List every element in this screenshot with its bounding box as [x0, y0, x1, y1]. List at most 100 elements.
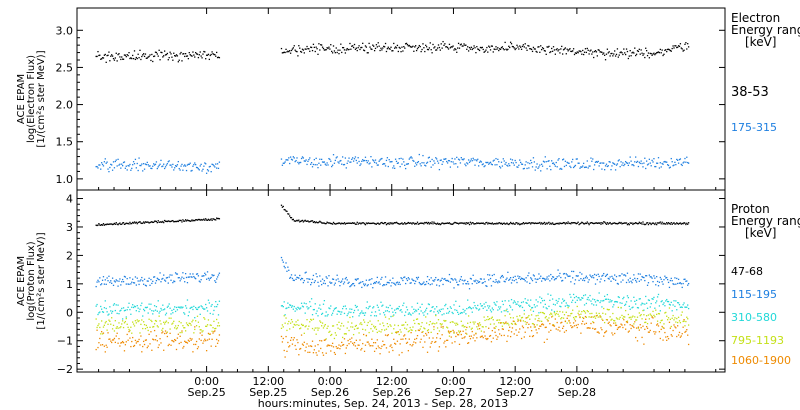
data-point — [528, 323, 530, 325]
data-point — [419, 341, 421, 343]
data-point — [531, 166, 534, 168]
data-point — [385, 50, 388, 53]
data-point — [467, 222, 470, 224]
data-point — [606, 222, 609, 224]
data-point — [119, 278, 121, 280]
data-point — [95, 285, 97, 288]
data-point — [667, 222, 670, 224]
data-point — [560, 322, 562, 324]
data-point — [543, 49, 546, 52]
data-point — [502, 322, 504, 324]
data-point — [393, 338, 395, 340]
data-point — [622, 326, 624, 329]
data-point — [458, 280, 461, 282]
data-point — [520, 337, 523, 340]
data-point — [164, 314, 167, 316]
data-point — [635, 303, 637, 305]
data-point — [121, 223, 123, 225]
data-point — [195, 343, 197, 346]
data-point — [505, 278, 507, 281]
data-point — [679, 43, 682, 45]
data-point — [417, 46, 420, 49]
data-point — [302, 221, 305, 223]
data-point — [650, 52, 652, 55]
data-point — [102, 165, 105, 167]
data-point — [603, 272, 605, 275]
data-point — [116, 165, 118, 167]
data-point — [508, 324, 510, 326]
data-point — [579, 50, 581, 52]
data-point — [310, 345, 313, 348]
data-point — [331, 223, 334, 225]
data-point — [389, 222, 391, 224]
data-point — [402, 279, 404, 282]
data-point — [653, 275, 655, 277]
data-point — [404, 43, 407, 45]
data-point — [163, 332, 166, 335]
data-point — [619, 316, 621, 319]
data-point — [658, 305, 661, 307]
data-point — [361, 310, 363, 312]
data-point — [627, 57, 630, 60]
data-point — [657, 325, 660, 327]
data-point — [168, 56, 170, 59]
data-point — [606, 319, 609, 321]
data-point — [651, 277, 653, 279]
data-point — [389, 48, 391, 50]
data-point — [212, 313, 214, 315]
data-point — [304, 219, 306, 221]
data-point — [363, 49, 366, 52]
data-point — [570, 166, 572, 169]
data-point — [556, 321, 558, 324]
data-point — [572, 293, 575, 296]
data-point — [354, 345, 357, 347]
data-point — [614, 322, 617, 324]
data-point — [216, 56, 219, 59]
data-point — [353, 43, 356, 46]
data-point — [590, 300, 592, 302]
data-point — [521, 325, 524, 327]
data-point — [435, 157, 437, 159]
data-point — [330, 160, 332, 162]
data-point — [390, 223, 392, 225]
data-point — [441, 47, 443, 49]
data-point — [640, 279, 642, 281]
data-point — [454, 309, 456, 311]
data-point — [147, 312, 149, 314]
data-point — [211, 274, 213, 276]
data-point — [645, 222, 648, 224]
data-point — [508, 45, 510, 47]
data-point — [635, 299, 638, 301]
data-point — [574, 279, 577, 281]
data-point — [308, 307, 310, 309]
data-point — [465, 223, 467, 225]
data-point — [446, 279, 449, 282]
data-point — [120, 58, 122, 61]
data-point — [509, 221, 512, 224]
data-point — [358, 332, 360, 334]
data-point — [354, 48, 357, 50]
data-point — [592, 327, 594, 330]
data-point — [484, 50, 486, 53]
data-point — [362, 312, 365, 314]
data-point — [215, 219, 217, 221]
data-point — [560, 167, 562, 170]
data-point — [442, 222, 444, 224]
data-point — [513, 300, 515, 302]
data-point — [663, 53, 665, 55]
data-point — [516, 281, 518, 284]
data-point — [199, 281, 201, 283]
data-point — [543, 313, 546, 315]
data-point — [412, 222, 414, 224]
data-point — [686, 280, 688, 282]
data-point — [607, 52, 609, 54]
data-point — [154, 220, 157, 222]
data-point — [437, 278, 440, 281]
data-point — [170, 317, 172, 319]
data-point — [546, 168, 548, 170]
data-point — [173, 52, 175, 54]
data-point — [214, 327, 216, 330]
data-point — [429, 283, 431, 286]
data-point — [212, 332, 214, 334]
data-point — [418, 313, 420, 315]
